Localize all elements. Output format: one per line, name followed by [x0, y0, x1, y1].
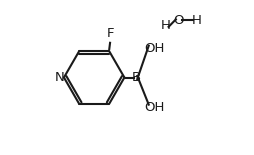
Text: H: H	[160, 19, 170, 32]
Text: OH: OH	[144, 101, 164, 114]
Text: OH: OH	[144, 42, 164, 55]
Text: H: H	[191, 14, 201, 27]
Text: O: O	[173, 14, 183, 27]
Text: F: F	[106, 27, 113, 40]
Text: N: N	[55, 71, 64, 84]
Text: B: B	[131, 71, 140, 84]
